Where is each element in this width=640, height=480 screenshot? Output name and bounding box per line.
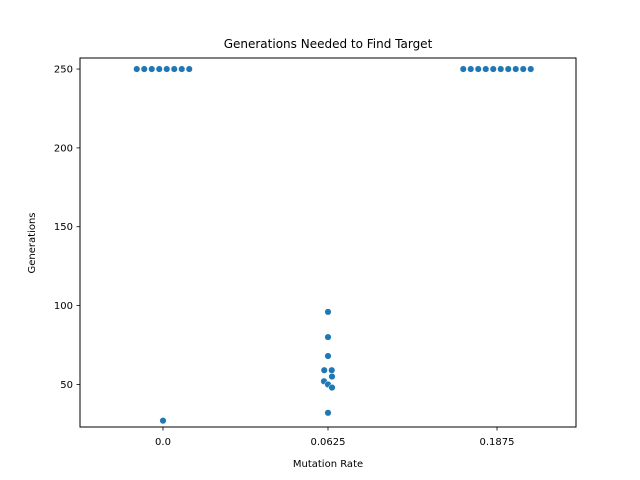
- data-point: [504, 65, 512, 73]
- x-tick-label: 0.0625: [311, 437, 346, 448]
- x-tick-label: 0.1875: [480, 437, 515, 448]
- data-point: [324, 308, 332, 316]
- data-point: [320, 366, 328, 374]
- x-tick-label: 0.0: [155, 437, 171, 448]
- y-tick-label: 100: [54, 301, 73, 312]
- data-point: [324, 409, 332, 417]
- data-point: [140, 65, 148, 73]
- data-point: [512, 65, 520, 73]
- data-point: [489, 65, 497, 73]
- data-point: [324, 333, 332, 341]
- data-point: [159, 417, 167, 425]
- data-point: [133, 65, 141, 73]
- y-axis-label: Generations: [27, 213, 38, 274]
- data-point: [482, 65, 490, 73]
- data-point: [527, 65, 535, 73]
- y-tick-label: 50: [60, 380, 73, 391]
- data-point: [185, 65, 193, 73]
- data-point: [497, 65, 505, 73]
- data-point: [519, 65, 527, 73]
- data-point: [170, 65, 178, 73]
- y-tick-label: 150: [54, 222, 73, 233]
- data-point: [474, 65, 482, 73]
- plot-area-frame: [79, 57, 577, 428]
- data-point: [178, 65, 186, 73]
- data-point: [148, 65, 156, 73]
- chart-title: Generations Needed to Find Target: [224, 37, 433, 51]
- x-axis: 0.0 0.0625 0.1875: [155, 427, 515, 448]
- data-point: [459, 65, 467, 73]
- data-point: [324, 352, 332, 360]
- data-point: [467, 65, 475, 73]
- data-point: [328, 372, 336, 381]
- y-tick-label: 250: [54, 65, 73, 76]
- data-point: [328, 384, 336, 392]
- y-axis: 50 100 150 200 250: [54, 65, 80, 391]
- data-point: [328, 366, 336, 374]
- y-tick-label: 200: [54, 143, 73, 154]
- data-point: [155, 65, 163, 73]
- data-points: [133, 65, 535, 425]
- x-axis-label: Mutation Rate: [293, 459, 363, 470]
- data-point: [163, 65, 171, 73]
